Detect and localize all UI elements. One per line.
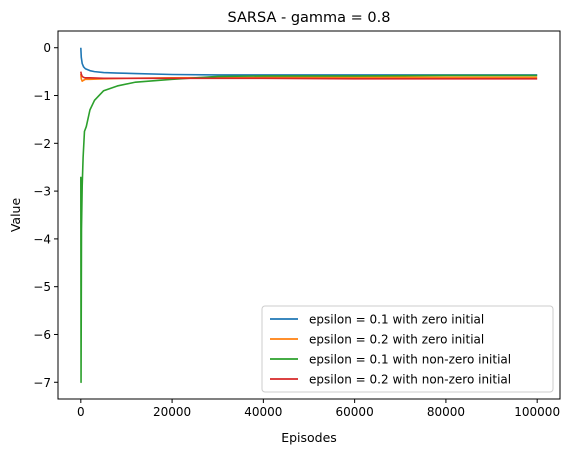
y-axis-label: Value (8, 198, 23, 233)
legend-label-1: epsilon = 0.2 with zero initial (309, 333, 484, 347)
x-tick-label: 60000 (336, 405, 374, 419)
series-line-2 (80, 74, 538, 384)
x-tick-label: 0 (77, 405, 85, 419)
x-tick-label: 100000 (514, 405, 560, 419)
legend-label-2: epsilon = 0.1 with non-zero initial (309, 353, 511, 367)
series-line-3 (80, 71, 538, 80)
y-axis: 0 −1 −2 −3 −4 −5 −6 −7 (33, 41, 58, 390)
y-tick-label: 0 (43, 41, 51, 55)
legend-label-3: epsilon = 0.2 with non-zero initial (309, 373, 511, 387)
plot-frame (57, 30, 561, 400)
x-axis: 0 20000 40000 60000 80000 100000 (77, 399, 560, 419)
y-tick-label: −1 (33, 89, 51, 103)
x-tick-label: 40000 (244, 405, 282, 419)
legend-box (261, 305, 554, 393)
series-line-0 (80, 47, 538, 76)
legend: epsilon = 0.1 with zero initial epsilon =… (261, 305, 554, 393)
legend-label-0: epsilon = 0.1 with zero initial (309, 313, 484, 327)
chart-title: SARSA - gamma = 0.8 (228, 10, 391, 26)
plot-area (80, 47, 538, 384)
x-axis-label: Episodes (281, 430, 337, 445)
y-tick-label: −5 (33, 280, 51, 294)
y-tick-label: −3 (33, 185, 51, 199)
y-tick-label: −4 (33, 232, 51, 246)
y-tick-label: −7 (33, 376, 51, 390)
x-tick-label: 80000 (427, 405, 465, 419)
y-tick-label: −6 (33, 328, 51, 342)
y-tick-label: −2 (33, 137, 51, 151)
x-tick-label: 20000 (153, 405, 191, 419)
